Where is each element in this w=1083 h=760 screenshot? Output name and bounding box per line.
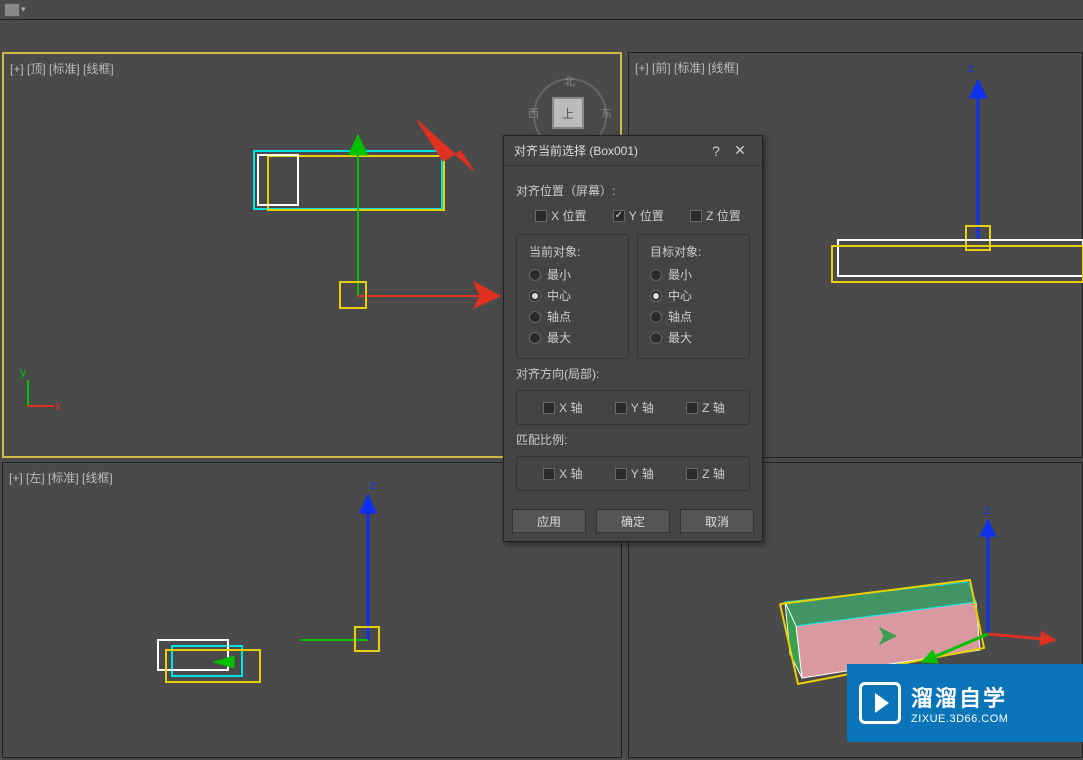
- radio-icon: [529, 311, 541, 323]
- checkbox-icon: [690, 210, 702, 222]
- radio-target-max[interactable]: 最大: [650, 329, 741, 346]
- radio-icon: [650, 290, 662, 302]
- radio-icon: [650, 332, 662, 344]
- radio-current-pivot[interactable]: 轴点: [529, 308, 620, 325]
- orientation-group: X 轴 Y 轴 Z 轴: [516, 390, 750, 425]
- align-dialog: 对齐当前选择 (Box001) ? ✕ 对齐位置（屏幕）: X 位置 ✓Y 位置…: [503, 135, 763, 542]
- radio-icon: [529, 269, 541, 281]
- current-object-label: 当前对象:: [529, 243, 620, 260]
- cancel-button[interactable]: 取消: [680, 509, 754, 533]
- radio-icon: [650, 311, 662, 323]
- checkbox-icon: [686, 468, 698, 480]
- checkbox-icon: [535, 210, 547, 222]
- viewport-left-label[interactable]: [+] [左] [标准] [线框]: [9, 469, 113, 486]
- check-y-position[interactable]: ✓Y 位置: [613, 207, 664, 224]
- current-object-group: 当前对象: 最小 中心 轴点 最大: [516, 234, 629, 359]
- check-scale-y[interactable]: Y 轴: [615, 465, 654, 482]
- radio-current-min[interactable]: 最小: [529, 266, 620, 283]
- dialog-buttons: 应用 确定 取消: [504, 503, 762, 541]
- dialog-titlebar[interactable]: 对齐当前选择 (Box001) ? ✕: [504, 136, 762, 166]
- ok-button[interactable]: 确定: [596, 509, 670, 533]
- viewcube-east[interactable]: 东: [601, 105, 612, 121]
- check-scale-z[interactable]: Z 轴: [686, 465, 725, 482]
- check-orient-z[interactable]: Z 轴: [686, 399, 725, 416]
- watermark-url: ZIXUE.3D66.COM: [911, 713, 1008, 725]
- radio-target-center[interactable]: 中心: [650, 287, 741, 304]
- position-checks: X 位置 ✓Y 位置 Z 位置: [522, 207, 754, 224]
- align-position-label: 对齐位置（屏幕）:: [516, 182, 754, 199]
- viewcube-west[interactable]: 西: [528, 105, 539, 121]
- apply-button[interactable]: 应用: [512, 509, 586, 533]
- radio-current-max[interactable]: 最大: [529, 329, 620, 346]
- dialog-title-text: 对齐当前选择 (Box001): [514, 142, 704, 159]
- align-orientation-label: 对齐方向(局部):: [516, 365, 754, 382]
- target-object-group: 目标对象: 最小 中心 轴点 最大: [637, 234, 750, 359]
- check-orient-x[interactable]: X 轴: [543, 399, 582, 416]
- radio-icon: [529, 332, 541, 344]
- check-x-position[interactable]: X 位置: [535, 207, 586, 224]
- viewport-top-label[interactable]: [+] [顶] [标准] [线框]: [10, 60, 114, 77]
- toolbar-dropdown-icon[interactable]: ▾: [21, 4, 26, 15]
- check-orient-y[interactable]: Y 轴: [615, 399, 654, 416]
- checkbox-icon: [543, 402, 555, 414]
- checkbox-icon: [543, 468, 555, 480]
- close-icon[interactable]: ✕: [728, 142, 752, 159]
- watermark-brand: 溜溜自学: [911, 681, 1008, 713]
- help-icon[interactable]: ?: [704, 143, 728, 159]
- radio-icon: [529, 290, 541, 302]
- check-z-position[interactable]: Z 位置: [690, 207, 741, 224]
- watermark-text: 溜溜自学 ZIXUE.3D66.COM: [911, 681, 1008, 725]
- match-scale-label: 匹配比例:: [516, 431, 754, 448]
- target-object-label: 目标对象:: [650, 243, 741, 260]
- checkbox-icon: ✓: [613, 210, 625, 222]
- check-scale-x[interactable]: X 轴: [543, 465, 582, 482]
- radio-target-pivot[interactable]: 轴点: [650, 308, 741, 325]
- play-icon: [859, 682, 901, 724]
- checkbox-icon: [615, 402, 627, 414]
- checkbox-icon: [615, 468, 627, 480]
- viewport-front-label[interactable]: [+] [前] [标准] [线框]: [635, 59, 739, 76]
- dialog-body: 对齐位置（屏幕）: X 位置 ✓Y 位置 Z 位置 当前对象: 最小 中心 轴点…: [504, 166, 762, 503]
- radio-target-min[interactable]: 最小: [650, 266, 741, 283]
- top-toolbar: ▾: [0, 0, 1083, 20]
- radio-current-center[interactable]: 中心: [529, 287, 620, 304]
- checkbox-icon: [686, 402, 698, 414]
- watermark: 溜溜自学 ZIXUE.3D66.COM: [847, 664, 1083, 742]
- toolbar-icon[interactable]: [4, 3, 20, 17]
- viewcube-north[interactable]: 北: [564, 73, 575, 89]
- radio-icon: [650, 269, 662, 281]
- match-scale-group: X 轴 Y 轴 Z 轴: [516, 456, 750, 491]
- viewcube-face[interactable]: 上: [552, 97, 584, 129]
